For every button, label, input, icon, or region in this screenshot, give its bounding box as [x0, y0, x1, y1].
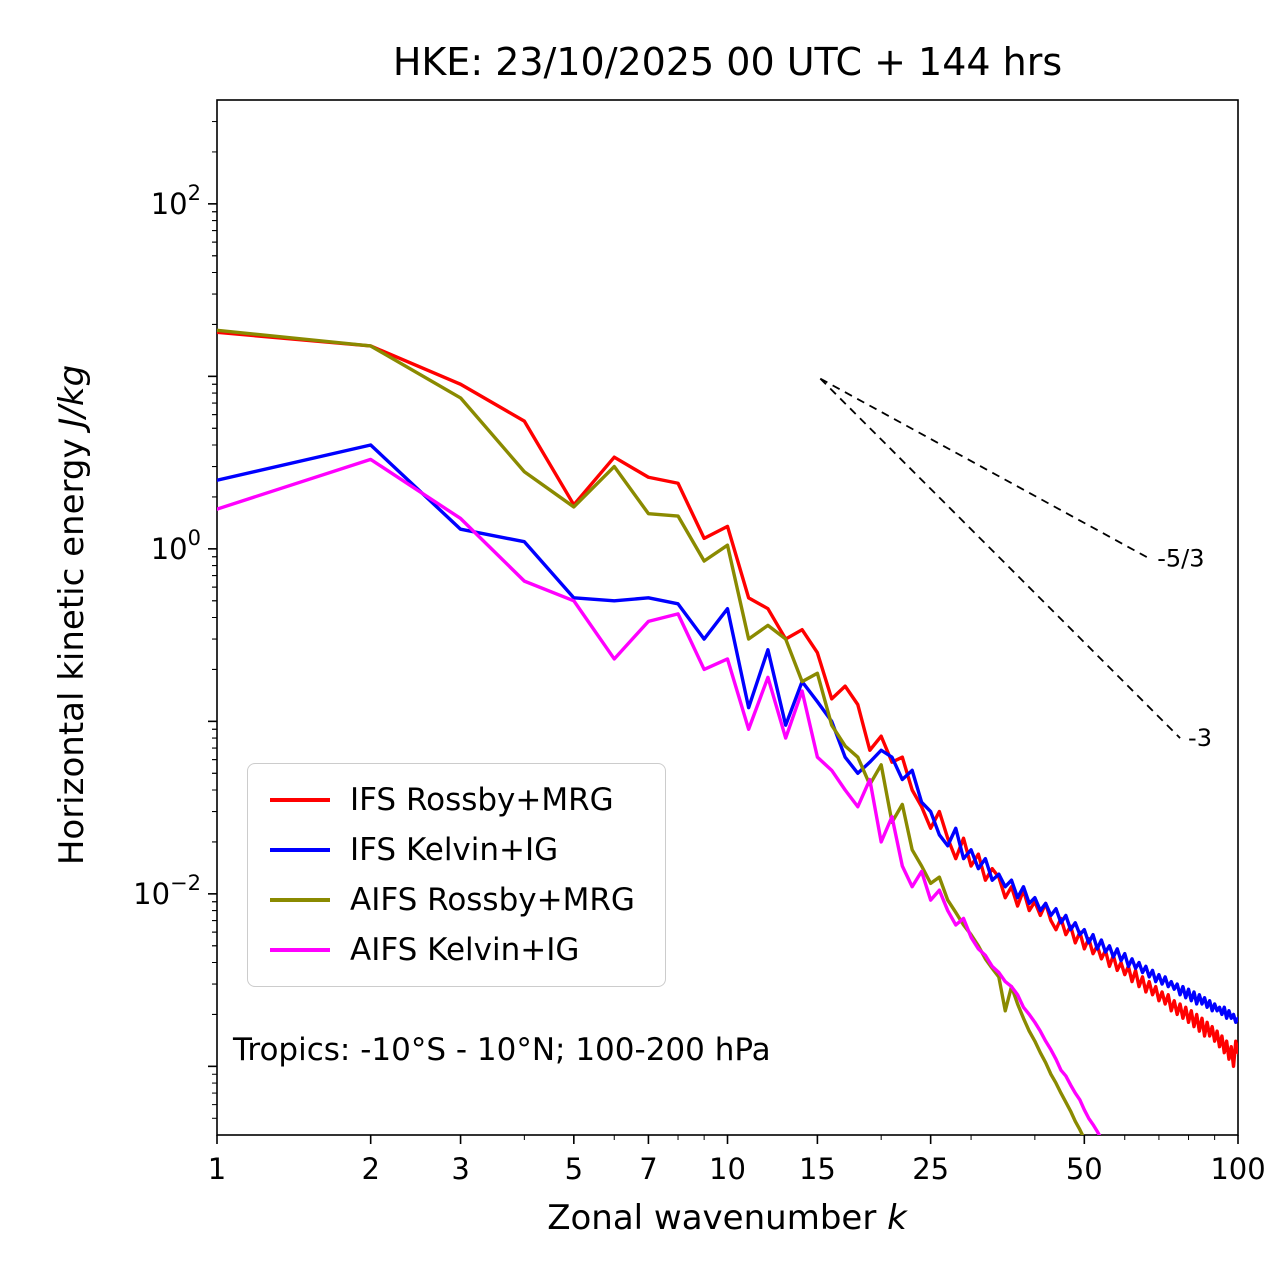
- legend-item-aifs-kelvin-ig: AIFS Kelvin+IG: [270, 932, 635, 968]
- svg-text:10: 10: [709, 1152, 746, 1186]
- y-axis-label: Horizontal kinetic energy J/kg: [52, 365, 92, 865]
- legend-item-ifs-rossby-mrg: IFS Rossby+MRG: [270, 782, 635, 818]
- series-line-ifs-kelvin-ig: [217, 443, 1238, 1025]
- chart-title: HKE: 23/10/2025 00 UTC + 144 hrs: [392, 40, 1063, 84]
- region-annotation: Tropics: -10°S - 10°N; 100-200 hPa: [233, 1032, 771, 1068]
- x-axis-label-text: Zonal wavenumber: [547, 1198, 888, 1238]
- x-axis-label: Zonal wavenumber k: [547, 1198, 907, 1238]
- svg-text:50: 50: [1066, 1152, 1103, 1186]
- svg-text:25: 25: [912, 1152, 949, 1186]
- reference-slope-label: -5/3: [1157, 544, 1204, 572]
- series-line-aifs-rossby-mrg: [217, 328, 1085, 1135]
- svg-text:10−2: 10−2: [133, 871, 201, 911]
- legend-label: AIFS Kelvin+IG: [350, 932, 580, 968]
- legend-label: IFS Kelvin+IG: [350, 832, 559, 868]
- svg-text:7: 7: [639, 1152, 657, 1186]
- svg-text:100: 100: [151, 526, 201, 566]
- svg-text:3: 3: [451, 1152, 469, 1186]
- legend-swatch-aifs-rossby-mrg: [270, 898, 330, 902]
- legend-swatch-ifs-kelvin-ig: [270, 848, 330, 852]
- legend: IFS Rossby+MRG IFS Kelvin+IG AIFS Rossby…: [247, 763, 666, 987]
- legend-item-aifs-rossby-mrg: AIFS Rossby+MRG: [270, 882, 635, 918]
- legend-label: AIFS Rossby+MRG: [350, 882, 635, 918]
- svg-text:2: 2: [361, 1152, 379, 1186]
- svg-text:1: 1: [208, 1152, 226, 1186]
- x-axis-label-symbol: k: [887, 1198, 907, 1238]
- series-line-ifs-rossby-mrg: [217, 330, 1238, 1069]
- y-axis-label-units: J/kg: [52, 364, 92, 428]
- legend-swatch-ifs-rossby-mrg: [270, 798, 330, 802]
- legend-swatch-aifs-kelvin-ig: [270, 948, 330, 952]
- svg-text:5: 5: [565, 1152, 583, 1186]
- svg-text:15: 15: [799, 1152, 836, 1186]
- y-axis-label-text: Horizontal kinetic energy: [52, 427, 92, 866]
- svg-text:102: 102: [151, 181, 201, 221]
- svg-text:100: 100: [1210, 1152, 1265, 1186]
- reference-slope-label: -3: [1188, 724, 1212, 752]
- series-line-aifs-kelvin-ig: [217, 457, 1102, 1135]
- legend-label: IFS Rossby+MRG: [350, 782, 614, 818]
- legend-item-ifs-kelvin-ig: IFS Kelvin+IG: [270, 832, 635, 868]
